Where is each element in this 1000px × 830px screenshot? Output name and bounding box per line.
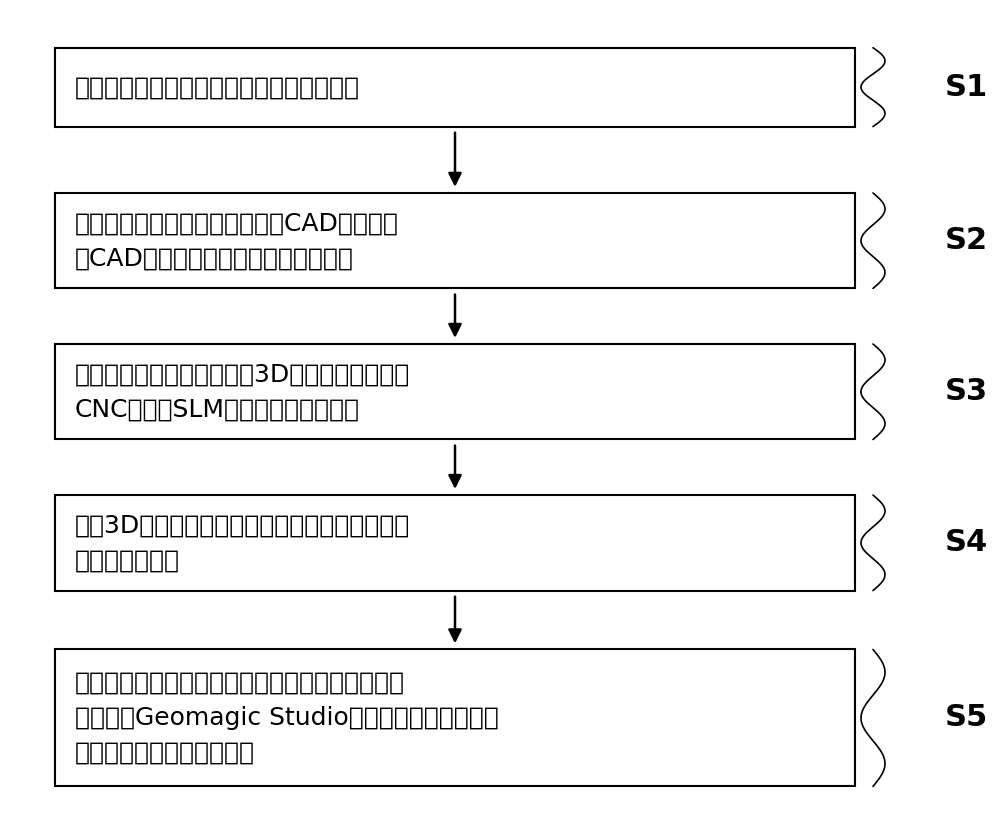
- Text: S1: S1: [945, 73, 988, 101]
- Text: 模拟口腔临床构建不同形态的牙预备体数据: 模拟口腔临床构建不同形态的牙预备体数据: [75, 76, 360, 99]
- Text: 数据导入Geomagic Studio软件进行拟合配准，计: 数据导入Geomagic Studio软件进行拟合配准，计: [75, 706, 499, 730]
- FancyBboxPatch shape: [55, 649, 855, 787]
- FancyBboxPatch shape: [55, 344, 855, 439]
- Text: S5: S5: [945, 704, 988, 732]
- Text: 使用3D扫描仪将最终修复体组织面扫描，得到修: 使用3D扫描仪将最终修复体组织面扫描，得到修: [75, 514, 410, 537]
- Text: 将不同形态的牙预备体数据导入CAD系统，并: 将不同形态的牙预备体数据导入CAD系统，并: [75, 212, 399, 235]
- Text: 在CAD系统中设计得到修复体设计数据: 在CAD系统中设计得到修复体设计数据: [75, 247, 354, 270]
- Text: S2: S2: [945, 227, 988, 255]
- FancyBboxPatch shape: [55, 193, 855, 289]
- FancyBboxPatch shape: [55, 47, 855, 126]
- Text: CNC铣削或SLM技术得到最终修复体: CNC铣削或SLM技术得到最终修复体: [75, 398, 360, 421]
- Text: S3: S3: [945, 378, 988, 406]
- Text: 将修复体组织面数据、牙预备体数据和修复体设计: 将修复体组织面数据、牙预备体数据和修复体设计: [75, 671, 405, 695]
- Text: S4: S4: [945, 529, 988, 557]
- FancyBboxPatch shape: [55, 495, 855, 591]
- Text: 根据修复体设计数据，通过3D打印蜡型后铸造、: 根据修复体设计数据，通过3D打印蜡型后铸造、: [75, 363, 410, 386]
- Text: 复体组织面数据: 复体组织面数据: [75, 549, 180, 572]
- Text: 算得到牙修复体适合性偏差: 算得到牙修复体适合性偏差: [75, 741, 255, 764]
